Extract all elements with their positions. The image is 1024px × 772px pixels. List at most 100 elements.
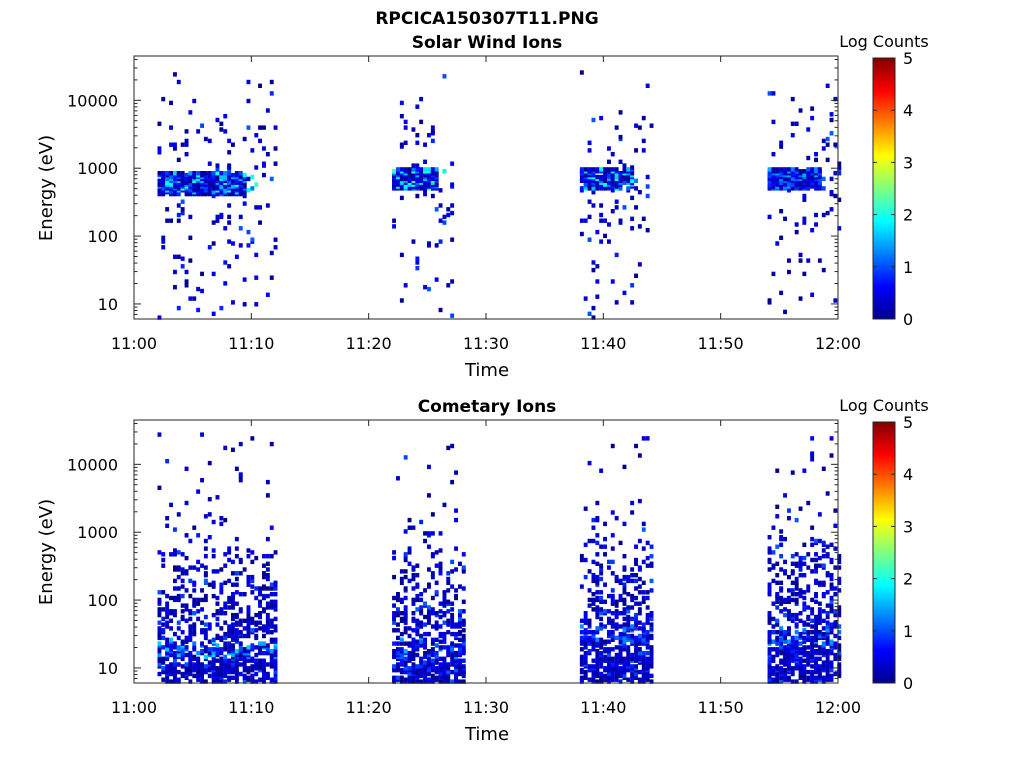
heatmap-cell [603, 609, 607, 614]
heatmap-cell [595, 167, 600, 172]
heatmap-cell [814, 152, 818, 157]
heatmap-cell [579, 186, 584, 191]
heatmap-cell [794, 580, 799, 585]
heatmap-cell [246, 548, 251, 553]
heatmap-cell [614, 199, 619, 204]
heatmap-cell [806, 675, 811, 680]
heatmap-cell [825, 552, 830, 557]
heatmap-cell [607, 652, 611, 658]
heatmap-cell [215, 616, 220, 622]
heatmap-cell [200, 607, 204, 612]
heatmap-cell [626, 658, 631, 663]
heatmap-cell [626, 649, 631, 654]
heatmap-cell [461, 647, 466, 652]
heatmap-cell [411, 656, 416, 661]
heatmap-cell [242, 673, 247, 679]
heatmap-cell [637, 654, 642, 660]
heatmap-cell [427, 658, 431, 663]
heatmap-cell [192, 622, 197, 627]
heatmap-cell [262, 658, 266, 663]
heatmap-cell [176, 191, 181, 197]
heatmap-cell [645, 630, 650, 635]
heatmap-cell [579, 654, 584, 660]
heatmap-cell [231, 599, 235, 604]
heatmap-cell [211, 241, 216, 246]
heatmap-cell [630, 616, 635, 622]
heatmap-cell [637, 576, 642, 582]
heatmap-cell [587, 664, 592, 669]
heatmap-cell [618, 171, 623, 176]
heatmap-cell [430, 652, 435, 658]
heatmap-cell [258, 83, 262, 88]
heatmap-cell [814, 614, 818, 620]
heatmap-cell [169, 662, 173, 667]
heatmap-cell [618, 666, 623, 671]
heatmap-cell [430, 193, 435, 199]
heatmap-cell [173, 171, 177, 176]
heatmap-cell [603, 218, 607, 223]
heatmap-cell [649, 554, 654, 559]
heatmap-cell [450, 641, 455, 646]
heatmap-cell [637, 590, 642, 595]
heatmap-cell [798, 641, 803, 646]
heatmap-cell [176, 512, 181, 517]
heatmap-cell [250, 628, 255, 633]
heatmap-cell [775, 468, 780, 473]
heatmap-cell [771, 550, 776, 555]
heatmap-cell [610, 633, 615, 639]
x-tick-label: 11:10 [228, 334, 274, 353]
heatmap-cell [419, 167, 424, 172]
heatmap-cell [622, 647, 627, 652]
heatmap-cell [583, 296, 588, 301]
heatmap-cell [434, 666, 439, 671]
heatmap-cell [434, 590, 439, 595]
heatmap-cell [415, 133, 420, 138]
heatmap-cell [634, 616, 638, 622]
heatmap-cell [196, 650, 201, 656]
heatmap-cell [779, 601, 784, 606]
heatmap-cell [817, 258, 822, 263]
heatmap-cell [423, 601, 427, 606]
heatmap-cell [157, 178, 162, 183]
heatmap-cell [767, 660, 772, 665]
heatmap-cell [618, 624, 623, 629]
heatmap-cell [622, 521, 627, 527]
heatmap-cell [779, 645, 784, 650]
heatmap-cell [234, 649, 239, 654]
heatmap-cell [180, 664, 185, 669]
heatmap-cell [794, 561, 799, 566]
heatmap-cell [176, 203, 181, 208]
heatmap-cell [446, 618, 451, 623]
heatmap-cell [794, 586, 799, 591]
heatmap-cell [246, 176, 251, 182]
heatmap-cell [810, 664, 815, 669]
heatmap-cell [634, 649, 638, 654]
heatmap-cell [254, 658, 259, 663]
heatmap-cell [442, 502, 447, 508]
heatmap-cell [454, 622, 458, 627]
heatmap-cell [411, 239, 416, 244]
heatmap-cell [829, 207, 834, 212]
heatmap-cell [587, 630, 592, 635]
heatmap-cell [430, 637, 435, 642]
heatmap-cell [614, 574, 619, 580]
heatmap-cell [641, 148, 646, 153]
heatmap-cell [399, 580, 404, 585]
heatmap-cell [767, 298, 772, 303]
heatmap-cell [798, 593, 803, 599]
heatmap-cell [419, 597, 424, 603]
heatmap-cell [829, 595, 834, 601]
heatmap-cell [821, 631, 826, 637]
heatmap-cell [817, 656, 822, 661]
heatmap-cell [165, 605, 170, 610]
heatmap-cell [587, 603, 592, 608]
heatmap-cell [430, 167, 435, 172]
heatmap-cell [595, 668, 600, 673]
heatmap-cell [637, 637, 642, 642]
heatmap-cell [403, 529, 408, 534]
heatmap-cell [622, 639, 627, 644]
heatmap-cell [165, 593, 170, 599]
heatmap-cell [269, 622, 274, 627]
heatmap-cell [250, 643, 255, 648]
